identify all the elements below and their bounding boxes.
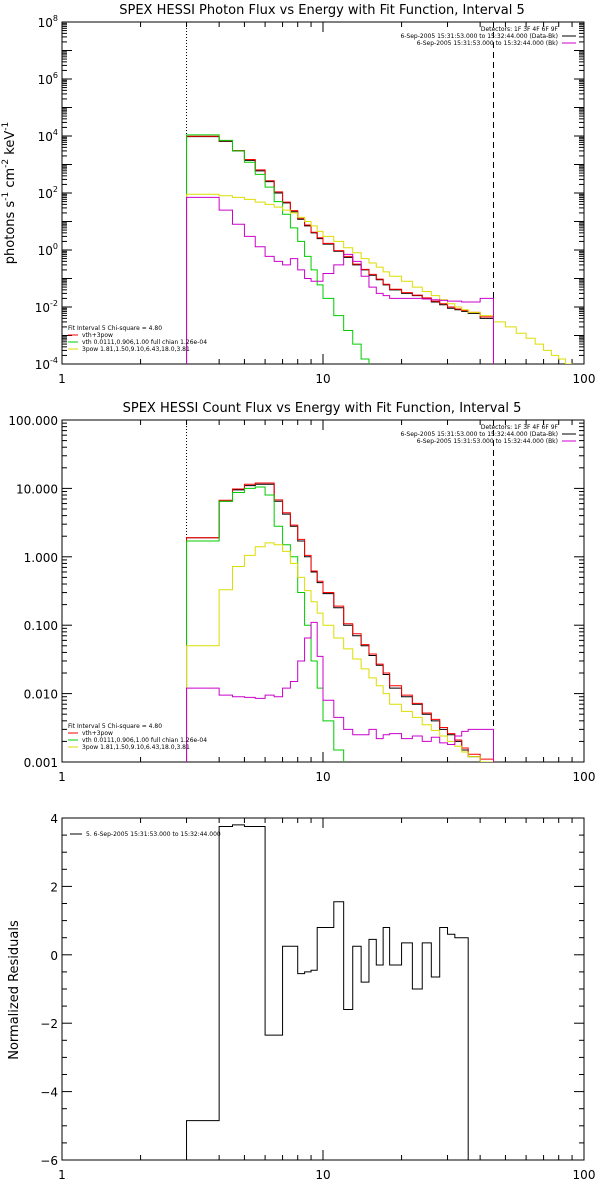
photon-flux-ytick-label: 106 [38, 71, 58, 87]
photon-flux-fit-legend-text: vth 0.0111,0.906,1.00 full chian 1.26e-0… [82, 339, 207, 346]
photon-flux-fit-legend-text: vth+3pow [82, 332, 113, 339]
count-flux-ytick-label: 0.100 [24, 619, 58, 633]
photon-flux-legend-text: Detectors: 1F 3F 4F 6F 9F [481, 26, 559, 33]
count-flux-title: SPEX HESSI Count Flux vs Energy with Fit… [123, 401, 522, 416]
count-flux-series-4 [186, 621, 494, 762]
photon-flux-ytick-label: 100 [38, 242, 58, 258]
count-flux-series-1 [186, 482, 494, 762]
photon-flux-series-0 [186, 136, 494, 364]
photon-flux-legend-text: 6-Sep-2005 15:31:53.000 to 15:32:44.000 … [400, 33, 558, 40]
residuals-ytick-label: −4 [40, 1086, 58, 1100]
residuals-ytick-label: 4 [50, 812, 58, 826]
count-flux-legend-text: 6-Sep-2005 15:31:53.000 to 15:32:44.000 … [417, 438, 558, 445]
residuals-xtick-label: 100 [573, 1168, 596, 1182]
count-flux-series-group [186, 482, 494, 762]
count-flux-ytick-label: 100.000 [8, 414, 58, 428]
photon-flux-xtick-label: 1 [58, 372, 66, 386]
photon-flux-ytick-label: 104 [38, 128, 58, 144]
count-flux-series-2 [186, 486, 345, 762]
photon-flux-ylabel: photons s-1 cm-2 keV-1 [1, 122, 18, 264]
residuals-panel: Normalized Residuals 1 10 100 −6 −4 −2 0 2 4 5. 6… [7, 812, 595, 1182]
count-flux-fit-legend-text: vth 0.0111,0.906,1.00 full chian 1.26e-0… [82, 737, 207, 744]
residuals-series-group [186, 824, 469, 1160]
residuals-ytick-label: −6 [40, 1154, 58, 1168]
count-flux-fit-legend-header: Fit Interval 5 Chi-square = 4.80 [68, 723, 162, 730]
photon-flux-ytick-label: 10-2 [35, 299, 58, 315]
count-flux-ytick-label: 0.010 [24, 688, 58, 702]
residuals-ytick-label: 2 [50, 880, 58, 894]
photon-flux-legend-text: 6-Sep-2005 15:31:53.000 to 15:32:44.000 … [417, 40, 558, 47]
photon-flux-ytick-label: 102 [38, 185, 58, 201]
photon-flux-title: SPEX HESSI Photon Flux vs Energy with Fi… [119, 3, 525, 18]
count-flux-fit-legend-text: 3pow 1.81,1.50,9.10,6.43,18.0,3.81 [82, 744, 190, 751]
residuals-xtick-label: 10 [315, 1168, 330, 1182]
residuals-plot-frame [61, 817, 585, 1161]
count-flux-ytick-label: 0.001 [24, 756, 58, 770]
residuals-ytick-label: 0 [50, 949, 58, 963]
count-flux-series-0 [186, 483, 494, 762]
residuals-legend-text: 5. 6-Sep-2005 15:31:53.000 to 15:32:44.0… [86, 831, 221, 838]
count-flux-legend-text: Detectors: 1F 3F 4F 6F 9F [481, 424, 559, 431]
count-flux-ytick-label: 10.000 [16, 482, 58, 496]
residuals-ytick-label: −2 [40, 1017, 58, 1031]
count-flux-xtick-label: 1 [58, 770, 66, 784]
photon-flux-series-group [186, 134, 573, 364]
count-flux-panel: SPEX HESSI Count Flux vs Energy with Fit… [8, 401, 595, 784]
photon-flux-series-3 [186, 193, 573, 364]
photon-flux-xtick-label: 100 [573, 372, 596, 386]
count-flux-series-3 [186, 542, 494, 762]
photon-flux-series-4 [186, 196, 494, 364]
photon-flux-panel: SPEX HESSI Photon Flux vs Energy with Fi… [1, 3, 595, 386]
residuals-series-0 [186, 824, 469, 1160]
count-flux-ytick-label: 1.000 [24, 551, 58, 565]
photon-flux-plot-frame [61, 21, 585, 365]
photon-flux-series-2 [186, 134, 370, 364]
photon-flux-fit-legend-text: 3pow 1.81,1.50,9.10,6.43,18.0,3.81 [82, 346, 190, 353]
count-flux-legend-text: 6-Sep-2005 15:31:53.000 to 15:32:44.000 … [400, 431, 558, 438]
photon-flux-fit-legend-header: Fit Interval 5 Chi-square = 4.80 [68, 325, 162, 332]
count-flux-xtick-label: 10 [315, 770, 330, 784]
residuals-ylabel: Normalized Residuals [7, 920, 22, 1060]
count-flux-xtick-label: 100 [573, 770, 596, 784]
photon-flux-ytick-label: 108 [38, 14, 58, 30]
count-flux-fit-legend-text: vth+3pow [82, 730, 113, 737]
photon-flux-series-1 [186, 135, 494, 364]
photon-flux-ytick-label: 10-4 [35, 356, 58, 372]
photon-flux-xtick-label: 10 [315, 372, 330, 386]
residuals-xtick-label: 1 [58, 1168, 66, 1182]
